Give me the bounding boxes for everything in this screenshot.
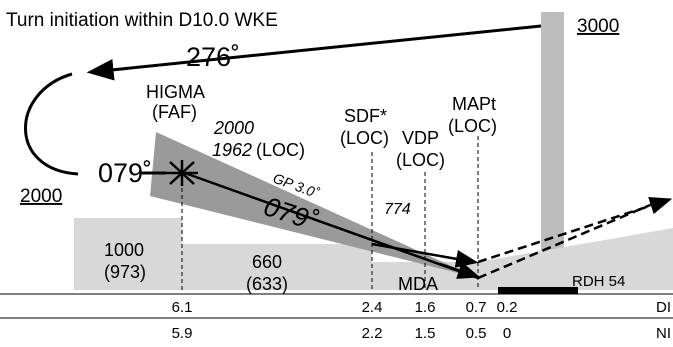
dist-row2-value: 0 [503, 325, 511, 342]
faf-cross-icon [166, 160, 198, 186]
missed-approach-column [541, 12, 564, 290]
step-altitude: 774 [384, 201, 411, 218]
glidepath-wedge [150, 132, 478, 278]
missed-altitude: 3000 [577, 16, 619, 37]
dist-row1-value: 1.6 [415, 299, 436, 316]
final-approach-track [181, 170, 479, 280]
dist-row2-value: 0.5 [466, 325, 487, 342]
rdh-label: RDH 54 [572, 273, 625, 290]
dist-row1-value: 0.2 [497, 299, 518, 316]
header-title: Turn initiation within D10.0 WKE [6, 10, 278, 31]
higma-type: (FAF) [152, 102, 197, 122]
pt-altitude: 2000 [20, 186, 62, 207]
dist-row2-label: NI [656, 325, 671, 342]
mda-label: MDA [398, 274, 438, 294]
pt-course: 079˚ [98, 158, 152, 188]
vdp-name: VDP [402, 128, 439, 148]
missed-course: 276˚ [186, 42, 240, 72]
vdp-type: (LOC) [396, 150, 445, 170]
glidepath-end-arrow [439, 261, 481, 279]
runway-bar [498, 287, 578, 294]
dist-row1-value: 2.4 [362, 299, 383, 316]
mapt-type: (LOC) [448, 116, 497, 136]
seg1-agl: (973) [104, 262, 146, 282]
procedure-turn-loop [24, 72, 79, 176]
dist-row2-value: 1.5 [415, 325, 436, 342]
missed-climb-lower [477, 198, 663, 280]
dist-row1-label: DI [656, 299, 671, 316]
terrain-profile-right [478, 228, 673, 290]
dist-row2-value: 5.9 [172, 325, 193, 342]
faf-altitude-loc-suffix: (LOC) [256, 140, 305, 160]
mapt-name: MAPt [452, 94, 496, 114]
dist-row2-value: 2.2 [362, 325, 383, 342]
seg2-msl: 660 [252, 252, 282, 272]
faf-altitude: 2000 [213, 118, 254, 138]
sdf-type: (LOC) [340, 128, 389, 148]
sdf-name: SDF* [344, 106, 387, 126]
missed-climb-upper [477, 197, 673, 264]
seg2-agl: (633) [246, 274, 288, 294]
dist-row1-value: 6.1 [172, 299, 193, 316]
terrain-profile [74, 218, 478, 290]
missed-approach-track [86, 24, 542, 81]
seg1-msl: 1000 [104, 240, 144, 260]
step-down-arrow [371, 242, 479, 268]
higma-name: HIGMA [146, 82, 205, 102]
dist-row1-value: 0.7 [466, 299, 487, 316]
faf-altitude-loc: 1962 [212, 140, 252, 160]
